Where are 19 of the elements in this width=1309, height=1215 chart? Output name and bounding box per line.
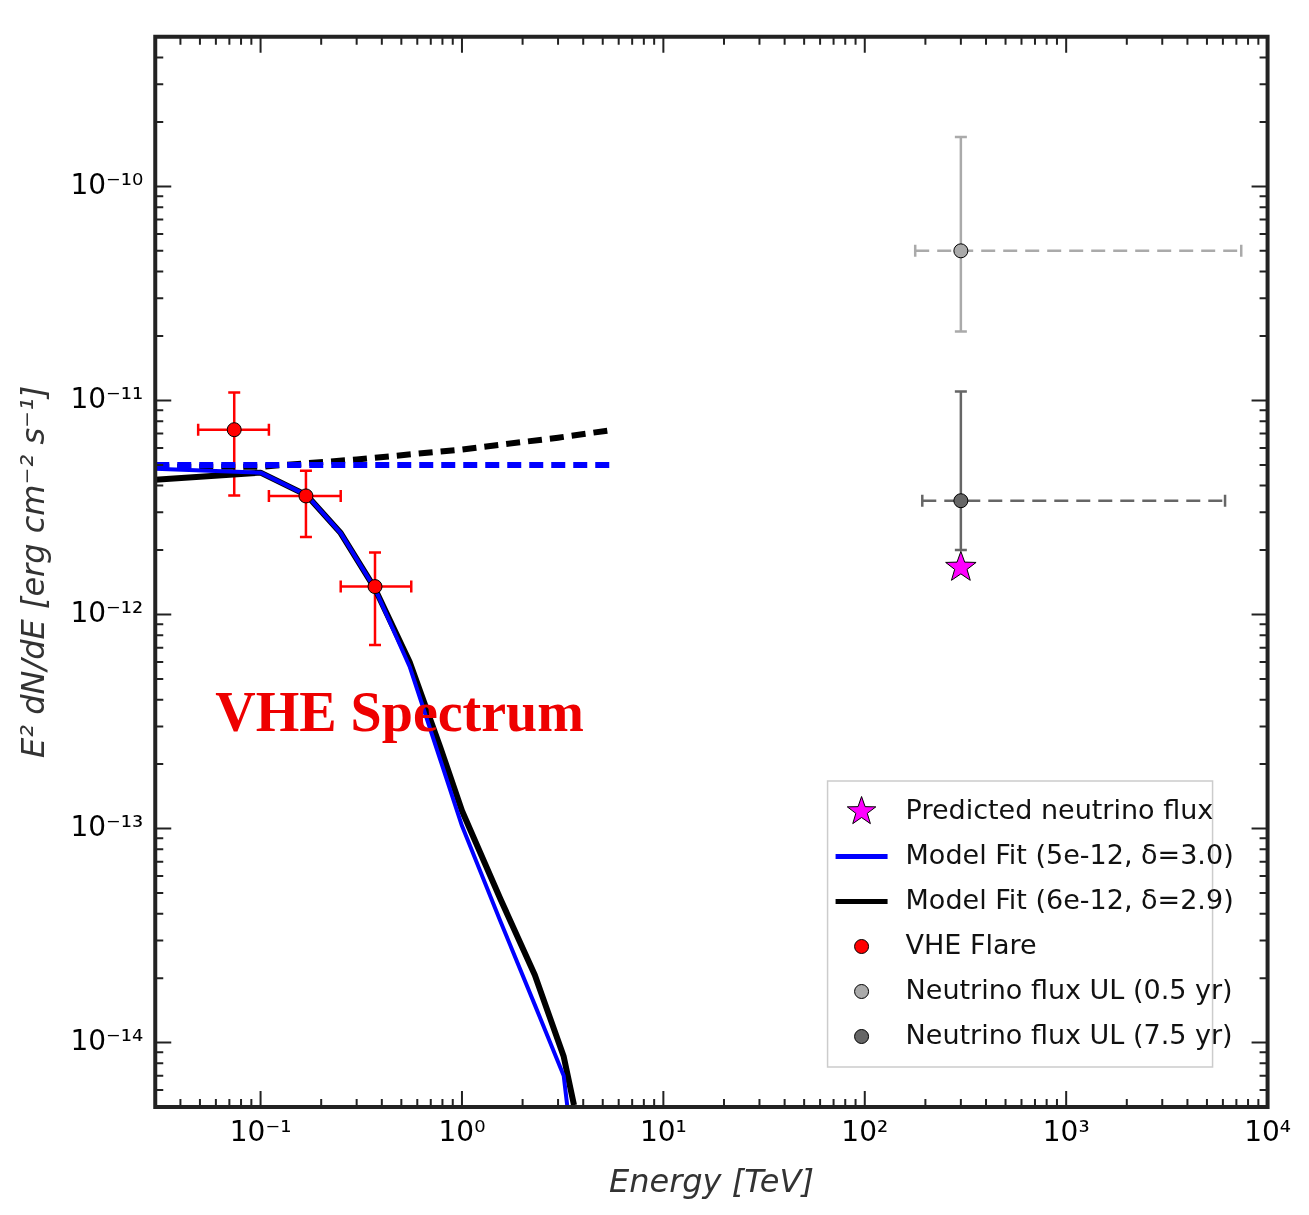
x-tick-label: 10⁻¹: [229, 1115, 292, 1149]
x-tick-label: 10²: [841, 1115, 889, 1149]
x-axis-title: Energy [TeV]: [608, 1162, 814, 1201]
x-tick-label: 10⁴: [1244, 1115, 1291, 1149]
legend-label: Model Fit (6e-12, δ=2.9): [905, 883, 1234, 915]
legend-label: Model Fit (5e-12, δ=3.0): [905, 838, 1234, 870]
legend-label: Neutrino flux UL (0.5 yr): [905, 973, 1233, 1005]
y-tick-label: 10⁻¹²: [70, 595, 144, 629]
y-tick-label: 10⁻¹¹: [70, 381, 144, 415]
y-axis-title: E² dN/dE [erg cm⁻² s⁻¹]: [13, 385, 52, 759]
x-tick-label: 10⁰: [438, 1115, 486, 1149]
x-tick-label: 10¹: [639, 1115, 687, 1149]
legend-label: Predicted neutrino flux: [905, 793, 1214, 825]
legend-label: Neutrino flux UL (7.5 yr): [905, 1018, 1233, 1050]
y-tick-label: 10⁻¹⁴: [70, 1023, 144, 1057]
y-tick-label: 10⁻¹⁰: [70, 167, 144, 201]
y-tick-label: 10⁻¹³: [70, 809, 144, 843]
legend-label: VHE Flare: [905, 928, 1037, 960]
x-tick-label: 10³: [1042, 1115, 1090, 1149]
